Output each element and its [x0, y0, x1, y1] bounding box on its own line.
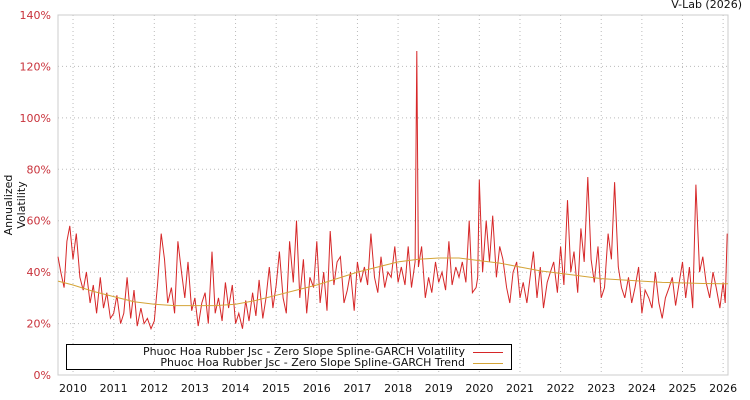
x-tick-label: 2017	[343, 382, 371, 395]
x-axis-ticks: 2010 2011 2012 2013 2014 2015 2016 2017 2018 2019…	[59, 382, 737, 395]
x-tick-label: 2015	[262, 382, 290, 395]
x-tick-label: 2024	[628, 382, 656, 395]
y-tick-label: 60%	[27, 215, 51, 228]
y-tick-label: 80%	[27, 163, 51, 176]
y-axis-ticks: 0% 20% 40% 60% 80% 100% 120% 140%	[20, 9, 51, 382]
x-tick-label: 2013	[181, 382, 209, 395]
y-tick-label: 0%	[34, 369, 51, 382]
legend-label: Phuoc Hoa Rubber Jsc - Zero Slope Spline…	[160, 356, 465, 369]
x-tick-label: 2010	[59, 382, 87, 395]
legend-label: Phuoc Hoa Rubber Jsc - Zero Slope Spline…	[142, 345, 465, 358]
x-tick-label: 2011	[100, 382, 128, 395]
legend-swatch-trend	[473, 362, 503, 364]
x-tick-label: 2023	[587, 382, 615, 395]
x-tick-label: 2016	[303, 382, 331, 395]
plot-frame	[57, 14, 729, 376]
y-tick-label: 20%	[27, 318, 51, 331]
x-tick-label: 2012	[140, 382, 168, 395]
volatility-line	[57, 50, 728, 331]
legend: Phuoc Hoa Rubber Jsc - Zero Slope Spline…	[66, 344, 512, 370]
legend-item-volatility: Phuoc Hoa Rubber Jsc - Zero Slope Spline…	[143, 346, 503, 358]
x-tick-label: 2021	[506, 382, 534, 395]
x-tick-label: 2019	[425, 382, 453, 395]
x-tick-label: 2022	[547, 382, 575, 395]
x-tick-label: 2026	[709, 382, 737, 395]
y-tick-label: 140%	[20, 9, 51, 22]
x-tick-label: 2018	[384, 382, 412, 395]
x-tick-label: 2014	[222, 382, 250, 395]
grid-lines	[58, 15, 728, 375]
source-credit: V-Lab (2026)	[671, 0, 742, 11]
legend-item-trend: Phuoc Hoa Rubber Jsc - Zero Slope Spline…	[160, 357, 503, 369]
x-tick-label: 2020	[465, 382, 493, 395]
y-tick-label: 40%	[27, 266, 51, 279]
y-axis-label: Annualized Volatility	[2, 174, 28, 236]
trend-line	[57, 257, 728, 307]
x-tick-label: 2025	[668, 382, 696, 395]
y-tick-label: 120%	[20, 60, 51, 73]
legend-swatch-volatility	[473, 351, 503, 353]
y-tick-label: 100%	[20, 112, 51, 125]
